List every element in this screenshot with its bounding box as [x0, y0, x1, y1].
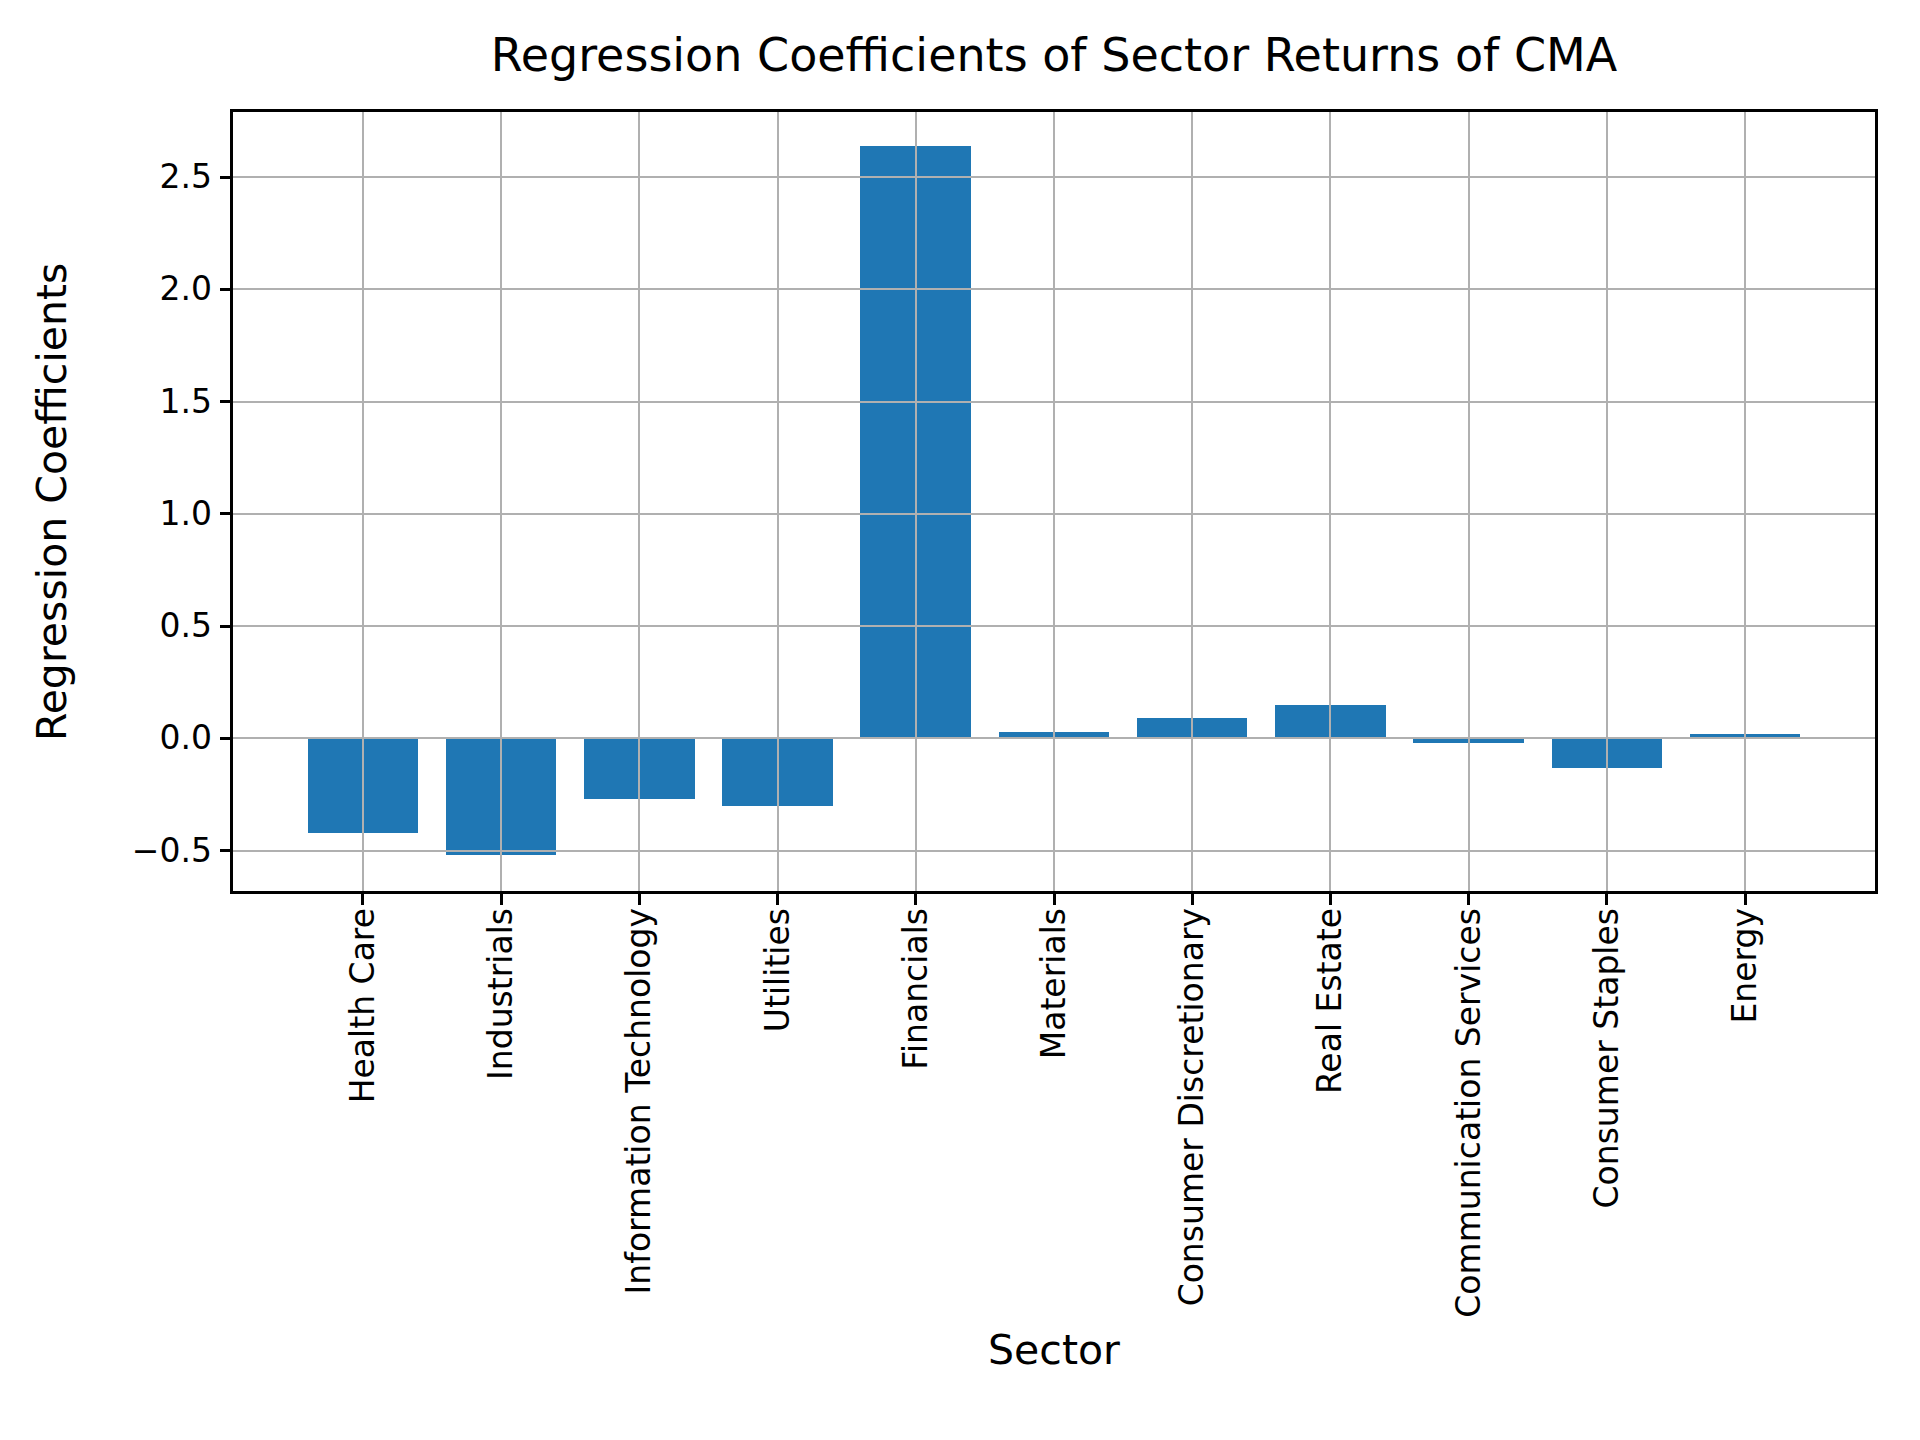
y-gridline — [233, 513, 1875, 515]
x-gridline — [777, 112, 779, 891]
y-tick-label: 1.0 — [66, 492, 212, 536]
x-tick-mark — [1053, 892, 1056, 905]
x-gridline — [1606, 112, 1608, 891]
x-tick-mark — [500, 892, 503, 905]
y-tick-mark — [220, 849, 233, 852]
y-tick-label: 1.5 — [66, 380, 212, 424]
y-tick-mark — [220, 176, 233, 179]
y-gridline — [233, 625, 1875, 627]
x-gridline — [362, 112, 364, 891]
x-axis-label: Sector — [233, 1326, 1875, 1374]
x-tick-mark — [1605, 892, 1608, 905]
x-tick-mark — [1467, 892, 1470, 905]
plot-area — [233, 112, 1875, 891]
x-gridline — [1053, 112, 1055, 891]
chart-figure: Regression Coefficients of Sector Return… — [0, 0, 1920, 1440]
y-tick-label: 0.5 — [66, 604, 212, 648]
x-tick-label: Health Care — [341, 908, 385, 1103]
x-gridline — [915, 112, 917, 891]
x-gridline — [1468, 112, 1470, 891]
x-tick-label: Industrials — [479, 908, 523, 1080]
x-tick-mark — [361, 892, 364, 905]
y-gridline — [233, 176, 1875, 178]
y-gridline — [233, 401, 1875, 403]
y-tick-label: 2.5 — [66, 155, 212, 199]
y-tick-mark — [220, 625, 233, 628]
y-gridline — [233, 288, 1875, 290]
x-gridline — [1744, 112, 1746, 891]
x-tick-mark — [638, 892, 641, 905]
x-tick-label: Materials — [1032, 908, 1076, 1059]
x-tick-mark — [776, 892, 779, 905]
x-gridline — [1191, 112, 1193, 891]
x-tick-label: Communication Services — [1447, 908, 1491, 1318]
x-tick-label: Consumer Discretionary — [1170, 908, 1214, 1306]
y-tick-label: 0.0 — [66, 716, 212, 760]
x-gridline — [500, 112, 502, 891]
x-tick-mark — [1191, 892, 1194, 905]
x-tick-mark — [914, 892, 917, 905]
y-gridline — [233, 737, 1875, 739]
x-tick-label: Real Estate — [1308, 908, 1352, 1094]
x-tick-label: Information Technology — [617, 908, 661, 1294]
y-tick-mark — [220, 400, 233, 403]
y-tick-mark — [220, 288, 233, 291]
x-tick-mark — [1329, 892, 1332, 905]
x-tick-label: Financials — [894, 908, 938, 1070]
x-tick-label: Consumer Staples — [1585, 908, 1629, 1208]
y-tick-mark — [220, 512, 233, 515]
x-gridline — [1329, 112, 1331, 891]
x-gridline — [638, 112, 640, 891]
y-tick-mark — [220, 737, 233, 740]
x-tick-label: Energy — [1723, 908, 1767, 1024]
x-tick-mark — [1744, 892, 1747, 905]
y-tick-label: −0.5 — [66, 829, 212, 873]
x-tick-label: Utilities — [756, 908, 800, 1032]
chart-title: Regression Coefficients of Sector Return… — [233, 28, 1875, 82]
y-gridline — [233, 850, 1875, 852]
y-tick-label: 2.0 — [66, 267, 212, 311]
